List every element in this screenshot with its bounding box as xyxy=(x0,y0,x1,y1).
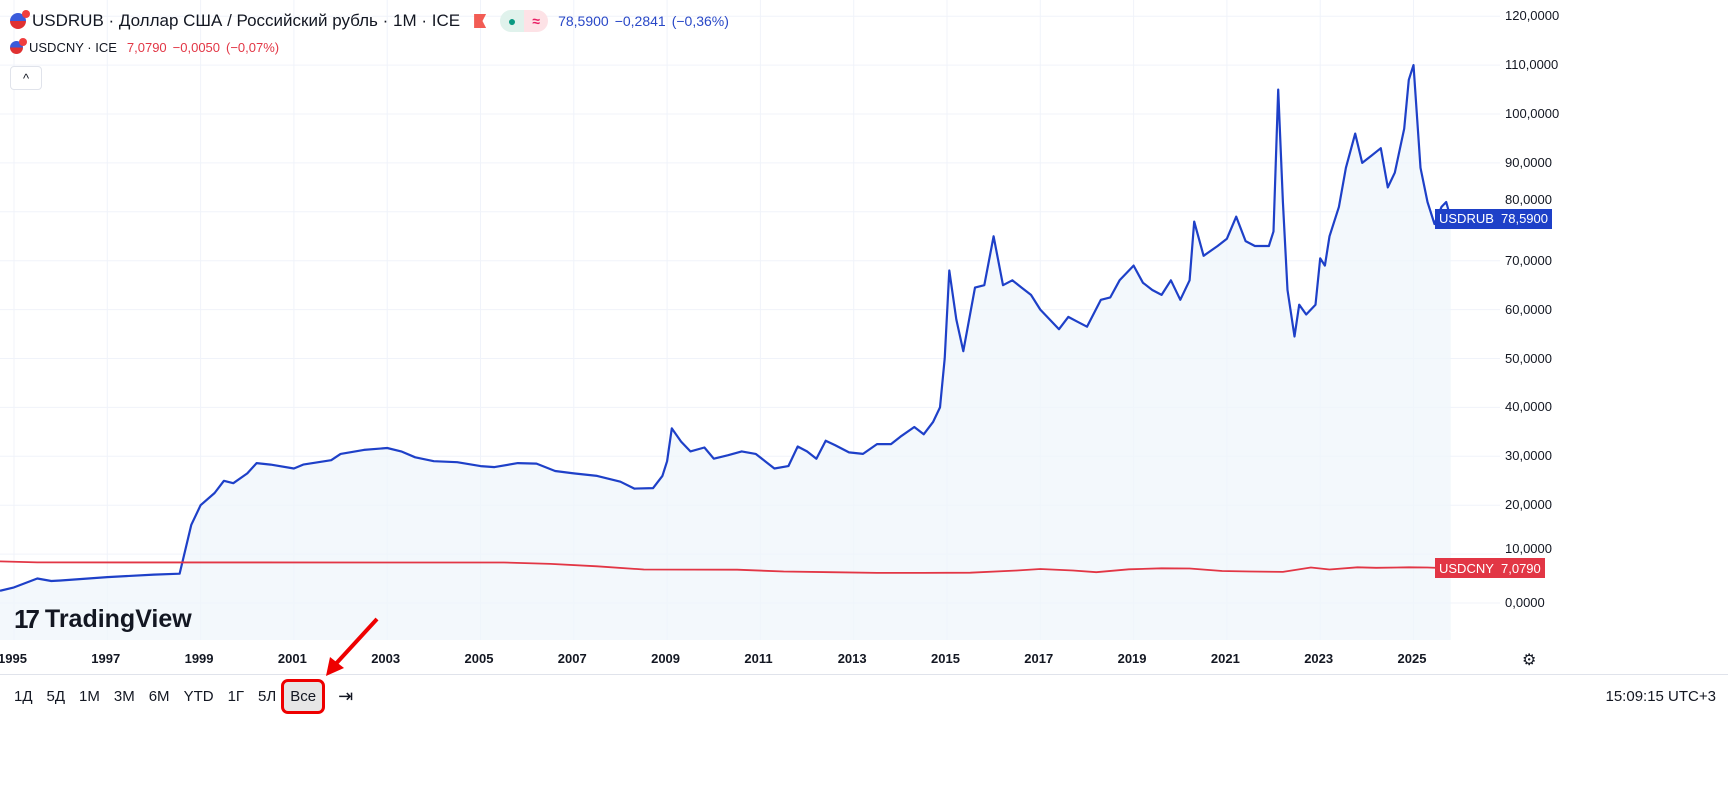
tradingview-watermark: 17 TradingView xyxy=(14,604,192,635)
range-button[interactable]: 1М xyxy=(79,688,100,705)
collapse-legend-button[interactable]: ^ xyxy=(10,66,42,90)
price-chart[interactable] xyxy=(0,0,1728,680)
compare-price: 7,0790 xyxy=(126,40,167,55)
flag-marker-icon[interactable] xyxy=(474,14,487,28)
price-tick-label: 20,0000 xyxy=(1505,497,1552,513)
compare-series-legend[interactable]: USDCNY · ICE 7,0790 −0,0050 (−0,07%) xyxy=(10,38,280,55)
time-tick-label: 1995 xyxy=(0,651,27,666)
main-series-legend[interactable]: USDRUB · Доллар США / Российский рубль ·… xyxy=(10,10,729,32)
compare-symbol[interactable]: USDCNY · ICE xyxy=(29,40,117,55)
us-flag-icon xyxy=(10,38,27,54)
time-tick-label: 2011 xyxy=(744,651,773,666)
range-button[interactable]: YTD xyxy=(183,688,214,705)
price-tick-label: 40,0000 xyxy=(1505,399,1552,415)
series-line-usdrub xyxy=(0,63,1452,592)
time-tick-label: 2025 xyxy=(1397,651,1427,666)
main-symbol[interactable]: USDRUB · Доллар США / Российский рубль ·… xyxy=(32,11,461,30)
time-tick-label: 2007 xyxy=(557,651,587,666)
range-button[interactable]: 6М xyxy=(148,688,170,705)
price-tick-label: 0,0000 xyxy=(1505,595,1545,610)
market-status-pill[interactable]: ● ≈ xyxy=(500,10,549,32)
time-tick-label: 2023 xyxy=(1304,651,1334,666)
watermark-text: TradingView xyxy=(44,605,192,633)
last-price-tag: 7,0790 xyxy=(1497,558,1545,579)
time-tick-label: 1997 xyxy=(91,651,121,666)
price-tick-label: 120,0000 xyxy=(1505,8,1560,24)
time-tick-label: 2019 xyxy=(1117,651,1147,666)
range-button[interactable]: 5Л xyxy=(258,688,277,705)
series-area-usdrub xyxy=(0,65,1451,641)
main-change: −0,2841 xyxy=(614,13,666,29)
delayed-data-icon: ≈ xyxy=(524,10,549,32)
time-tick-label: 2005 xyxy=(464,651,494,666)
compare-change-pct: (−0,07%) xyxy=(226,40,280,55)
range-button[interactable]: 1Д xyxy=(14,688,33,705)
divider xyxy=(0,674,1728,675)
range-button[interactable]: Все xyxy=(281,679,326,714)
settings-gear-icon[interactable]: ⚙ xyxy=(1522,652,1537,669)
price-tick-label: 110,0000 xyxy=(1505,57,1559,73)
price-tick-label: 50,0000 xyxy=(1505,350,1552,366)
price-tick-label: 90,0000 xyxy=(1505,154,1552,170)
compare-change: −0,0050 xyxy=(172,40,221,55)
range-button[interactable]: 3М xyxy=(113,688,135,705)
series-line-usdcny xyxy=(0,560,1451,574)
time-tick-label: 2015 xyxy=(931,651,960,666)
market-open-dot-icon: ● xyxy=(500,10,525,32)
tradingview-logo-icon: 17 xyxy=(14,604,40,634)
main-price: 78,5900 xyxy=(558,13,609,29)
price-tick-label: 100,0000 xyxy=(1505,106,1560,121)
time-tick-label: 2003 xyxy=(371,651,401,666)
range-button[interactable]: 1Г xyxy=(227,688,245,705)
price-tick-label: 30,0000 xyxy=(1505,448,1552,464)
price-tick-label: 80,0000 xyxy=(1505,191,1552,207)
time-tick-label: 2013 xyxy=(837,651,867,666)
price-tick-label: 70,0000 xyxy=(1505,252,1552,268)
time-tick-label: 2021 xyxy=(1210,651,1240,666)
series-name-tag: USDRUB xyxy=(1435,208,1498,229)
range-button[interactable]: 5Д xyxy=(46,688,66,705)
last-price-tag: 78,5900 xyxy=(1497,208,1552,229)
time-tick-label: 2001 xyxy=(277,651,307,666)
main-change-pct: (−0,36%) xyxy=(671,13,729,29)
us-flag-icon xyxy=(10,10,30,29)
time-tick-label: 2009 xyxy=(651,651,681,666)
series-name-tag: USDCNY xyxy=(1435,558,1498,579)
go-to-date-icon[interactable]: ⇥ xyxy=(338,686,354,706)
time-tick-label: 2017 xyxy=(1024,651,1054,666)
clock[interactable]: 15:09:15 UTC+3 xyxy=(1605,688,1717,705)
price-tick-label: 10,0000 xyxy=(1505,541,1552,557)
price-tick-label: 60,0000 xyxy=(1505,301,1552,317)
time-tick-label: 1999 xyxy=(184,651,214,666)
range-toolbar: 1Д 5Д 1М 3М 6М YTD 1Г 5Л Все ⇥ xyxy=(8,679,354,714)
